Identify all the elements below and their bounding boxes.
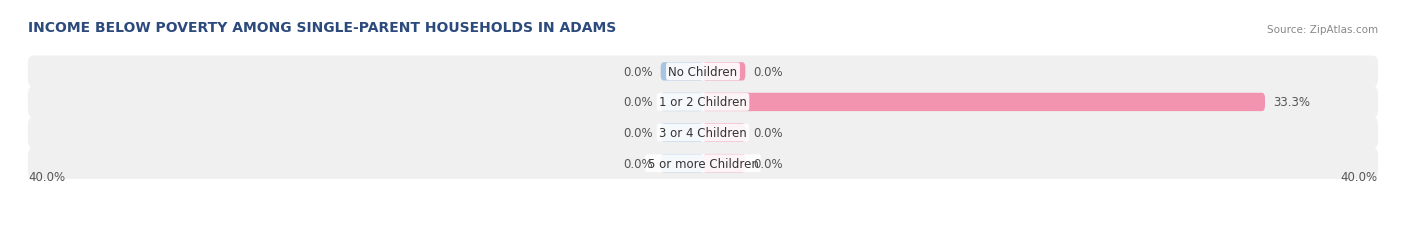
Text: 0.0%: 0.0%	[623, 127, 652, 140]
FancyBboxPatch shape	[703, 63, 745, 81]
FancyBboxPatch shape	[661, 154, 703, 173]
Text: 0.0%: 0.0%	[754, 127, 783, 140]
FancyBboxPatch shape	[28, 117, 1378, 149]
FancyBboxPatch shape	[661, 124, 703, 142]
Text: 5 or more Children: 5 or more Children	[648, 157, 758, 170]
FancyBboxPatch shape	[28, 87, 1378, 118]
FancyBboxPatch shape	[28, 148, 1378, 179]
Text: No Children: No Children	[668, 66, 738, 79]
Text: 0.0%: 0.0%	[754, 157, 783, 170]
FancyBboxPatch shape	[703, 154, 745, 173]
FancyBboxPatch shape	[28, 56, 1378, 88]
Text: 0.0%: 0.0%	[754, 66, 783, 79]
FancyBboxPatch shape	[703, 93, 1265, 112]
Text: 40.0%: 40.0%	[1341, 171, 1378, 184]
Text: 0.0%: 0.0%	[623, 157, 652, 170]
Text: 0.0%: 0.0%	[623, 96, 652, 109]
Text: 3 or 4 Children: 3 or 4 Children	[659, 127, 747, 140]
Text: 33.3%: 33.3%	[1274, 96, 1310, 109]
Text: 0.0%: 0.0%	[623, 66, 652, 79]
Text: 40.0%: 40.0%	[28, 171, 65, 184]
Text: 1 or 2 Children: 1 or 2 Children	[659, 96, 747, 109]
Text: INCOME BELOW POVERTY AMONG SINGLE-PARENT HOUSEHOLDS IN ADAMS: INCOME BELOW POVERTY AMONG SINGLE-PARENT…	[28, 21, 616, 35]
FancyBboxPatch shape	[661, 93, 703, 112]
Legend: Single Father, Single Mother: Single Father, Single Mother	[595, 228, 811, 231]
FancyBboxPatch shape	[661, 63, 703, 81]
Text: Source: ZipAtlas.com: Source: ZipAtlas.com	[1267, 25, 1378, 35]
FancyBboxPatch shape	[703, 124, 745, 142]
